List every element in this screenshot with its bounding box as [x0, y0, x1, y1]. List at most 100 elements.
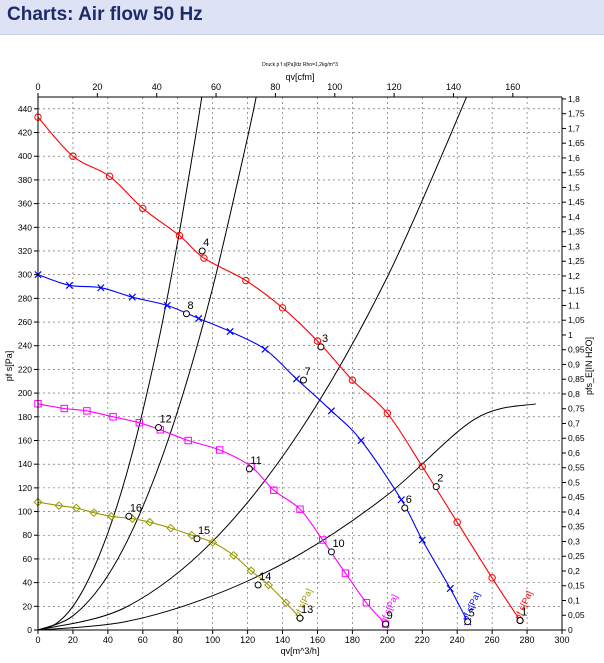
- series-2-marker: [97, 284, 105, 292]
- series-4-marker: [106, 511, 116, 521]
- series-2-marker: [261, 345, 269, 353]
- right-tick-label: 0,95: [568, 345, 585, 355]
- series-2-marker: [357, 436, 365, 445]
- top-tick-label: 60: [211, 82, 221, 92]
- y-tick-label: 320: [18, 246, 32, 256]
- operating-point-label-12: 12: [160, 413, 172, 425]
- right-tick-label: 0,15: [568, 581, 585, 591]
- right-tick-label: 0,65: [568, 433, 585, 443]
- series-line-1: [37, 116, 521, 621]
- x-tick-label: 0: [35, 635, 40, 645]
- x-tick-label: 140: [275, 635, 290, 645]
- right-tick-label: 1,4: [568, 212, 580, 222]
- right-tick-label: 1,3: [568, 241, 580, 251]
- right-tick-label: 0,4: [568, 507, 580, 517]
- operating-point-label-8: 8: [187, 300, 193, 312]
- top-tick-label: 140: [446, 82, 461, 92]
- series-4-marker: [166, 523, 176, 533]
- operating-point-label-9: 9: [387, 610, 393, 622]
- series-4-marker: [89, 508, 99, 518]
- x-tick-label: 260: [485, 635, 500, 645]
- right-tick-label: 0,1: [568, 595, 580, 605]
- y-tick-label: 400: [18, 151, 32, 161]
- y-tick-label: 40: [23, 578, 33, 588]
- y-tick-label: 340: [18, 222, 32, 232]
- series-3-marker: [319, 536, 327, 544]
- series-line-4: [37, 501, 301, 619]
- operating-point-label-6: 6: [406, 494, 412, 506]
- series-1-marker: [278, 304, 287, 312]
- right-tick-label: 1,6: [568, 153, 580, 163]
- operating-point-11: [245, 465, 253, 473]
- series-2-marker: [195, 314, 203, 323]
- x-tick-label: 200: [380, 635, 395, 645]
- y-tick-label: 280: [18, 293, 32, 303]
- top-tick-label: 20: [92, 82, 102, 92]
- right-tick-label: 1,75: [568, 109, 585, 119]
- right-tick-label: 0,25: [568, 551, 585, 561]
- operating-point-15: [193, 535, 201, 543]
- right-tick-label: 0,55: [568, 463, 585, 473]
- series-2-marker: [128, 293, 136, 301]
- series-3-marker: [109, 413, 117, 421]
- series-3-marker: [296, 505, 304, 513]
- right-tick-label: 0,2: [568, 566, 580, 576]
- y-tick-label: 80: [23, 530, 33, 540]
- series-4-marker: [72, 503, 81, 513]
- x-tick-label: 40: [103, 635, 113, 645]
- chart-title: Druck p f s[Pa]/dz Rho=1,2kg/m^3: [262, 62, 338, 68]
- system-curve-4: [38, 403, 536, 630]
- operating-point-label-1: 1: [521, 607, 527, 619]
- system-curve-1: [38, 97, 203, 630]
- series-1-marker: [139, 204, 147, 213]
- series-1-marker: [200, 254, 208, 262]
- right-tick-label: 0: [568, 625, 573, 635]
- operating-point-14: [254, 581, 262, 589]
- x-tick-label: 180: [345, 635, 360, 645]
- right-tick-label: 0,8: [568, 389, 580, 399]
- top-axis-label: qv[cfm]: [285, 72, 314, 82]
- right-tick-label: 1,25: [568, 256, 585, 266]
- series-3-marker: [215, 446, 224, 454]
- y-tick-label: 200: [18, 388, 32, 398]
- series-line-2: [37, 274, 469, 622]
- operating-point-label-7: 7: [304, 366, 310, 378]
- series-1-marker: [105, 172, 114, 181]
- operating-point-1: [516, 617, 524, 625]
- operating-point-label-16: 16: [130, 502, 142, 514]
- series-3-marker: [83, 407, 91, 415]
- series-3-marker: [60, 404, 68, 413]
- operating-point-13: [296, 614, 304, 622]
- y-tick-label: 380: [18, 175, 32, 185]
- y-tick-label: 440: [18, 104, 32, 114]
- y-tick-label: 220: [18, 364, 32, 374]
- operating-point-10: [327, 548, 335, 556]
- operating-point-label-3: 3: [322, 333, 328, 345]
- series-line-3: [37, 403, 387, 625]
- right-tick-label: 0,6: [568, 448, 580, 458]
- y-tick-label: 300: [18, 270, 32, 280]
- right-tick-label: 1,7: [568, 123, 580, 133]
- series-1-marker: [69, 152, 77, 160]
- y-tick-label: 240: [18, 341, 32, 351]
- top-tick-label: 40: [152, 82, 162, 92]
- right-tick-label: 0,9: [568, 359, 580, 369]
- series-2-marker: [65, 281, 74, 289]
- series-1-marker: [488, 574, 496, 582]
- operating-point-label-2: 2: [437, 473, 443, 485]
- x-tick-label: 280: [520, 635, 535, 645]
- y-tick-label: 100: [18, 507, 32, 517]
- operating-point-2: [432, 483, 440, 491]
- operating-point-label-14: 14: [259, 571, 271, 583]
- right-tick-label: 1,5: [568, 182, 580, 192]
- series-4-marker: [54, 501, 64, 511]
- series-4-marker: [264, 580, 273, 590]
- x-tick-label: 20: [68, 635, 78, 645]
- x-tick-label: 60: [138, 635, 148, 645]
- operating-point-6: [401, 504, 409, 512]
- operating-point-label-15: 15: [198, 525, 210, 537]
- operating-point-9: [382, 620, 390, 628]
- y-tick-label: 20: [23, 601, 33, 611]
- series-2-marker: [163, 301, 171, 310]
- operating-point-3: [317, 343, 325, 351]
